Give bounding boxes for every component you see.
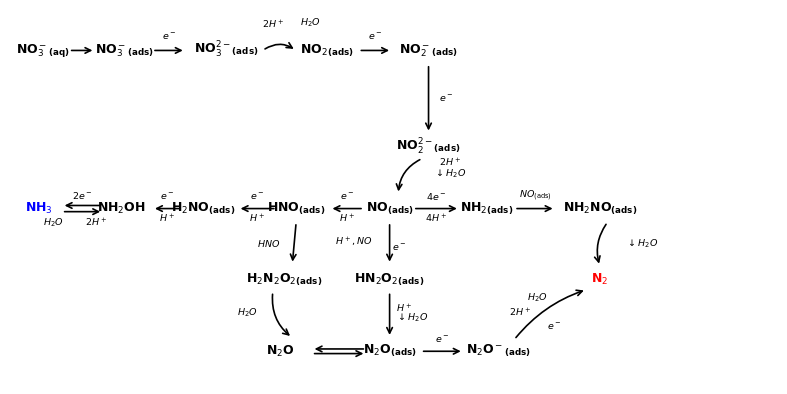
Text: $HNO$: $HNO$ <box>257 238 281 249</box>
Text: $e^-$: $e^-$ <box>250 191 264 203</box>
Text: $e^-$: $e^-$ <box>368 32 382 42</box>
Text: HNO$_{\mathregular{(ads)}}$: HNO$_{\mathregular{(ads)}}$ <box>267 201 325 217</box>
Text: $H^+, NO$: $H^+, NO$ <box>335 236 372 249</box>
Text: HN$_2$O$_2$$_{\mathregular{(ads)}}$: HN$_2$O$_2$$_{\mathregular{(ads)}}$ <box>354 272 425 288</box>
Text: $NO_\mathregular{(ads)}$: $NO_\mathregular{(ads)}$ <box>519 188 552 203</box>
Text: $e^-$: $e^-$ <box>339 191 354 203</box>
Text: $2e^-$: $2e^-$ <box>72 190 92 201</box>
Text: $e^-$: $e^-$ <box>160 191 174 203</box>
Text: $e^-$: $e^-$ <box>162 32 176 42</box>
Text: $H_2O$: $H_2O$ <box>42 217 64 229</box>
Text: N$_2$: N$_2$ <box>591 272 608 288</box>
Text: $H^+$: $H^+$ <box>339 213 355 225</box>
Text: $H_2O$: $H_2O$ <box>300 17 320 29</box>
Text: $\downarrow H_2O$: $\downarrow H_2O$ <box>396 311 428 323</box>
Text: H$_2$N$_2$O$_2$$_{\mathregular{(ads)}}$: H$_2$N$_2$O$_2$$_{\mathregular{(ads)}}$ <box>246 272 323 288</box>
Text: $4H^+$: $4H^+$ <box>425 213 447 225</box>
Text: $2H^+$: $2H^+$ <box>508 307 530 319</box>
Text: $2H^+$: $2H^+$ <box>85 217 107 229</box>
Text: NO$_2^{2-}$$_{\mathregular{(ads)}}$: NO$_2^{2-}$$_{\mathregular{(ads)}}$ <box>396 137 461 157</box>
Text: N$_2$O$_{\mathregular{(ads)}}$: N$_2$O$_{\mathregular{(ads)}}$ <box>363 343 416 359</box>
Text: NH$_2$$_{\mathregular{(ads)}}$: NH$_2$$_{\mathregular{(ads)}}$ <box>460 201 514 217</box>
Text: $2H^+$: $2H^+$ <box>438 157 460 169</box>
Text: NO$_3^{2-}$$_{\mathregular{(ads)}}$: NO$_3^{2-}$$_{\mathregular{(ads)}}$ <box>194 41 258 61</box>
Text: $e^-$: $e^-$ <box>434 334 449 345</box>
Text: N$_2$O$^-$$_{\mathregular{(ads)}}$: N$_2$O$^-$$_{\mathregular{(ads)}}$ <box>466 343 531 359</box>
Text: $\downarrow H_2O$: $\downarrow H_2O$ <box>434 167 467 180</box>
Text: $H_2O$: $H_2O$ <box>237 307 257 319</box>
Text: NO$_2^-$$_{\mathregular{(ads)}}$: NO$_2^-$$_{\mathregular{(ads)}}$ <box>399 42 458 59</box>
Text: NO$_3^-$$_{\mathregular{(aq)}}$: NO$_3^-$$_{\mathregular{(aq)}}$ <box>17 42 70 59</box>
Text: $H_2O$: $H_2O$ <box>527 291 548 303</box>
Text: $2H^+$: $2H^+$ <box>262 19 284 32</box>
Text: $e^-$: $e^-$ <box>547 321 561 332</box>
Text: $e^-$: $e^-$ <box>438 93 453 104</box>
Text: NH$_2$OH: NH$_2$OH <box>97 201 145 216</box>
Text: H$_2$NO$_{\mathregular{(ads)}}$: H$_2$NO$_{\mathregular{(ads)}}$ <box>171 201 235 217</box>
Text: $H^+$: $H^+$ <box>249 213 265 225</box>
Text: NO$_3^-$$_{\mathregular{(ads)}}$: NO$_3^-$$_{\mathregular{(ads)}}$ <box>95 42 154 59</box>
Text: NO$_2$$_{\mathregular{(ads)}}$: NO$_2$$_{\mathregular{(ads)}}$ <box>301 42 354 59</box>
Text: $e^-$: $e^-$ <box>392 242 406 253</box>
Text: $4e^-$: $4e^-$ <box>426 191 446 203</box>
Text: $H^+$: $H^+$ <box>159 213 175 225</box>
Text: NH$_3$: NH$_3$ <box>25 201 53 216</box>
Text: $H^+$: $H^+$ <box>396 303 412 315</box>
Text: N$_2$O: N$_2$O <box>266 344 295 359</box>
Text: $\downarrow H_2O$: $\downarrow H_2O$ <box>626 238 658 250</box>
Text: NH$_2$NO$_{\mathregular{(ads)}}$: NH$_2$NO$_{\mathregular{(ads)}}$ <box>563 201 637 217</box>
Text: NO$_{\mathregular{(ads)}}$: NO$_{\mathregular{(ads)}}$ <box>366 201 413 217</box>
